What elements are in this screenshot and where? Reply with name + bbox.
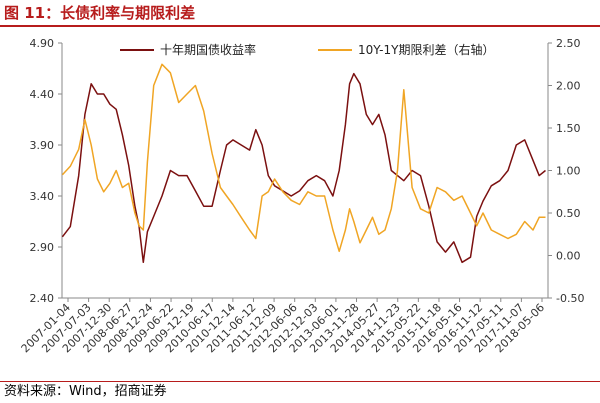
figure-title: 图 11：长债利率与期限利差: [4, 4, 196, 22]
right-y-tick-label: -0.50: [556, 292, 584, 305]
right-y-tick-label: 2.00: [556, 80, 581, 93]
series-layer: [61, 63, 546, 264]
chart-legend: 十年期国债收益率 10Y-1Y期限利差（右轴）: [120, 42, 494, 57]
source-note: 资料来源：Wind，招商证券: [4, 384, 167, 399]
source-rule: [0, 381, 600, 382]
left-y-tick-label: 4.40: [30, 88, 55, 101]
title-rule: [0, 25, 600, 27]
right-y-tick-label: 0.50: [556, 207, 581, 220]
right-y-tick-label: 1.50: [556, 122, 581, 135]
left-y-tick-label: 3.90: [30, 139, 55, 152]
left-y-tick-label: 2.90: [30, 241, 55, 254]
left-y-tick-label: 2.40: [30, 292, 55, 305]
series-line-yield: [61, 72, 546, 264]
axes-layer: 4.90 4.40 3.90 3.40 2.90 2.40 2.50 2.00 1.50 1.00…: [19, 37, 585, 355]
series-line-spread: [61, 63, 546, 253]
right-y-tick-label: 1.00: [556, 165, 581, 178]
left-y-tick-label: 3.40: [30, 190, 55, 203]
legend-item-yield-label: 十年期国债收益率: [160, 42, 256, 57]
right-y-tick-label: 0.00: [556, 250, 581, 263]
left-y-tick-label: 4.90: [30, 37, 55, 50]
line-chart: 4.90 4.40 3.90 3.40 2.90 2.40 2.50 2.00 1.50 1.00…: [19, 37, 585, 355]
legend-item-spread-label: 10Y-1Y期限利差（右轴）: [358, 42, 494, 57]
right-y-tick-label: 2.50: [556, 37, 581, 50]
